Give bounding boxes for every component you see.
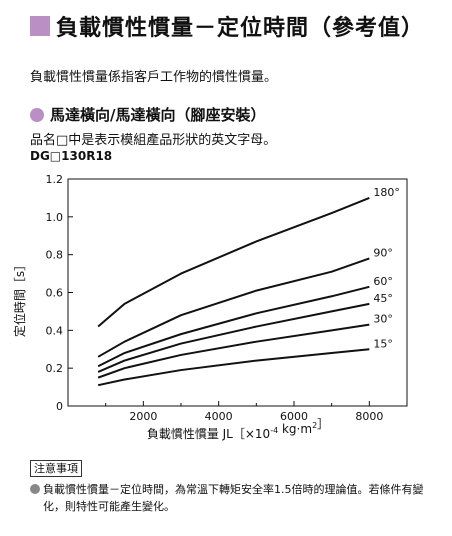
series-label: 180°	[373, 186, 400, 199]
title-square-icon	[30, 16, 50, 36]
note-row: 負載慣性慣量－定位時間，為常溫下轉矩安全率1.5倍時的理論值。若條件有變化，則特…	[30, 481, 443, 515]
x-tick-label: 8000	[355, 410, 383, 423]
series-line	[97, 257, 370, 358]
series-line	[97, 323, 370, 379]
series-label: 60°	[373, 275, 393, 288]
x-tick-label: 2000	[129, 410, 157, 423]
y-tick-label: 1.2	[46, 173, 64, 186]
chart-axes: 0 0.2 0.4 0.6 0.8 1.0 1.2 2000 4000 6000 8000	[46, 173, 408, 423]
x-axis-label: 負載慣性慣量 JL［×10-4 kg·m2］	[147, 417, 329, 441]
y-axis-label: 定位時間［s］	[12, 259, 27, 337]
x-axis-label-superscript: -4	[270, 426, 278, 435]
note-bullet-icon	[30, 484, 40, 494]
page-subtitle: 負載慣性慣量係指客戶工作物的慣性慣量。	[30, 70, 278, 85]
y-tick-label: 0.4	[46, 324, 64, 337]
chart-series-labels: 15° 30° 45° 60° 90° 180°	[373, 186, 400, 350]
model-number: DG□130R18	[30, 149, 113, 163]
series-line	[97, 302, 370, 373]
x-axis-label-part: ］	[317, 417, 329, 431]
y-tick-label: 0.6	[46, 287, 64, 300]
series-line	[97, 196, 370, 328]
note-label: 注意事項	[30, 460, 82, 477]
page-title: 負載慣性慣量－定位時間（參考值）	[56, 16, 425, 41]
section-title: 馬達橫向/馬達橫向（腳座安裝）	[50, 106, 266, 124]
x-axis-label-part: kg·m	[278, 422, 312, 436]
y-tick-label: 0.8	[46, 249, 64, 262]
y-tick-label: 1.0	[46, 211, 64, 224]
series-line	[97, 285, 370, 368]
series-label: 90°	[373, 246, 393, 259]
page-title-row: 負載慣性慣量－定位時間（參考值）	[30, 10, 424, 42]
series-label: 45°	[373, 292, 393, 305]
section-bullet-icon	[30, 107, 44, 122]
note-text: 負載慣性慣量－定位時間，為常溫下轉矩安全率1.5倍時的理論值。若條件有變化，則特…	[43, 483, 424, 513]
y-tick-label: 0	[56, 400, 63, 413]
x-tick-label: 4000	[205, 410, 233, 423]
plot-frame	[67, 178, 408, 407]
x-tick-label: 6000	[280, 410, 308, 423]
chart-series-lines	[97, 196, 370, 387]
series-line	[97, 348, 370, 387]
section-heading-row: 馬達橫向/馬達橫向（腳座安裝）	[30, 104, 265, 125]
y-tick-label: 0.2	[46, 362, 64, 375]
series-label: 30°	[373, 313, 393, 326]
section-description: 品名□中是表示模組產品形狀的英文字母。	[30, 133, 277, 148]
x-axis-label-superscript: 2	[312, 421, 317, 430]
series-label: 15°	[373, 337, 393, 350]
x-axis-label-part: 負載慣性慣量 JL［×10	[147, 426, 270, 441]
